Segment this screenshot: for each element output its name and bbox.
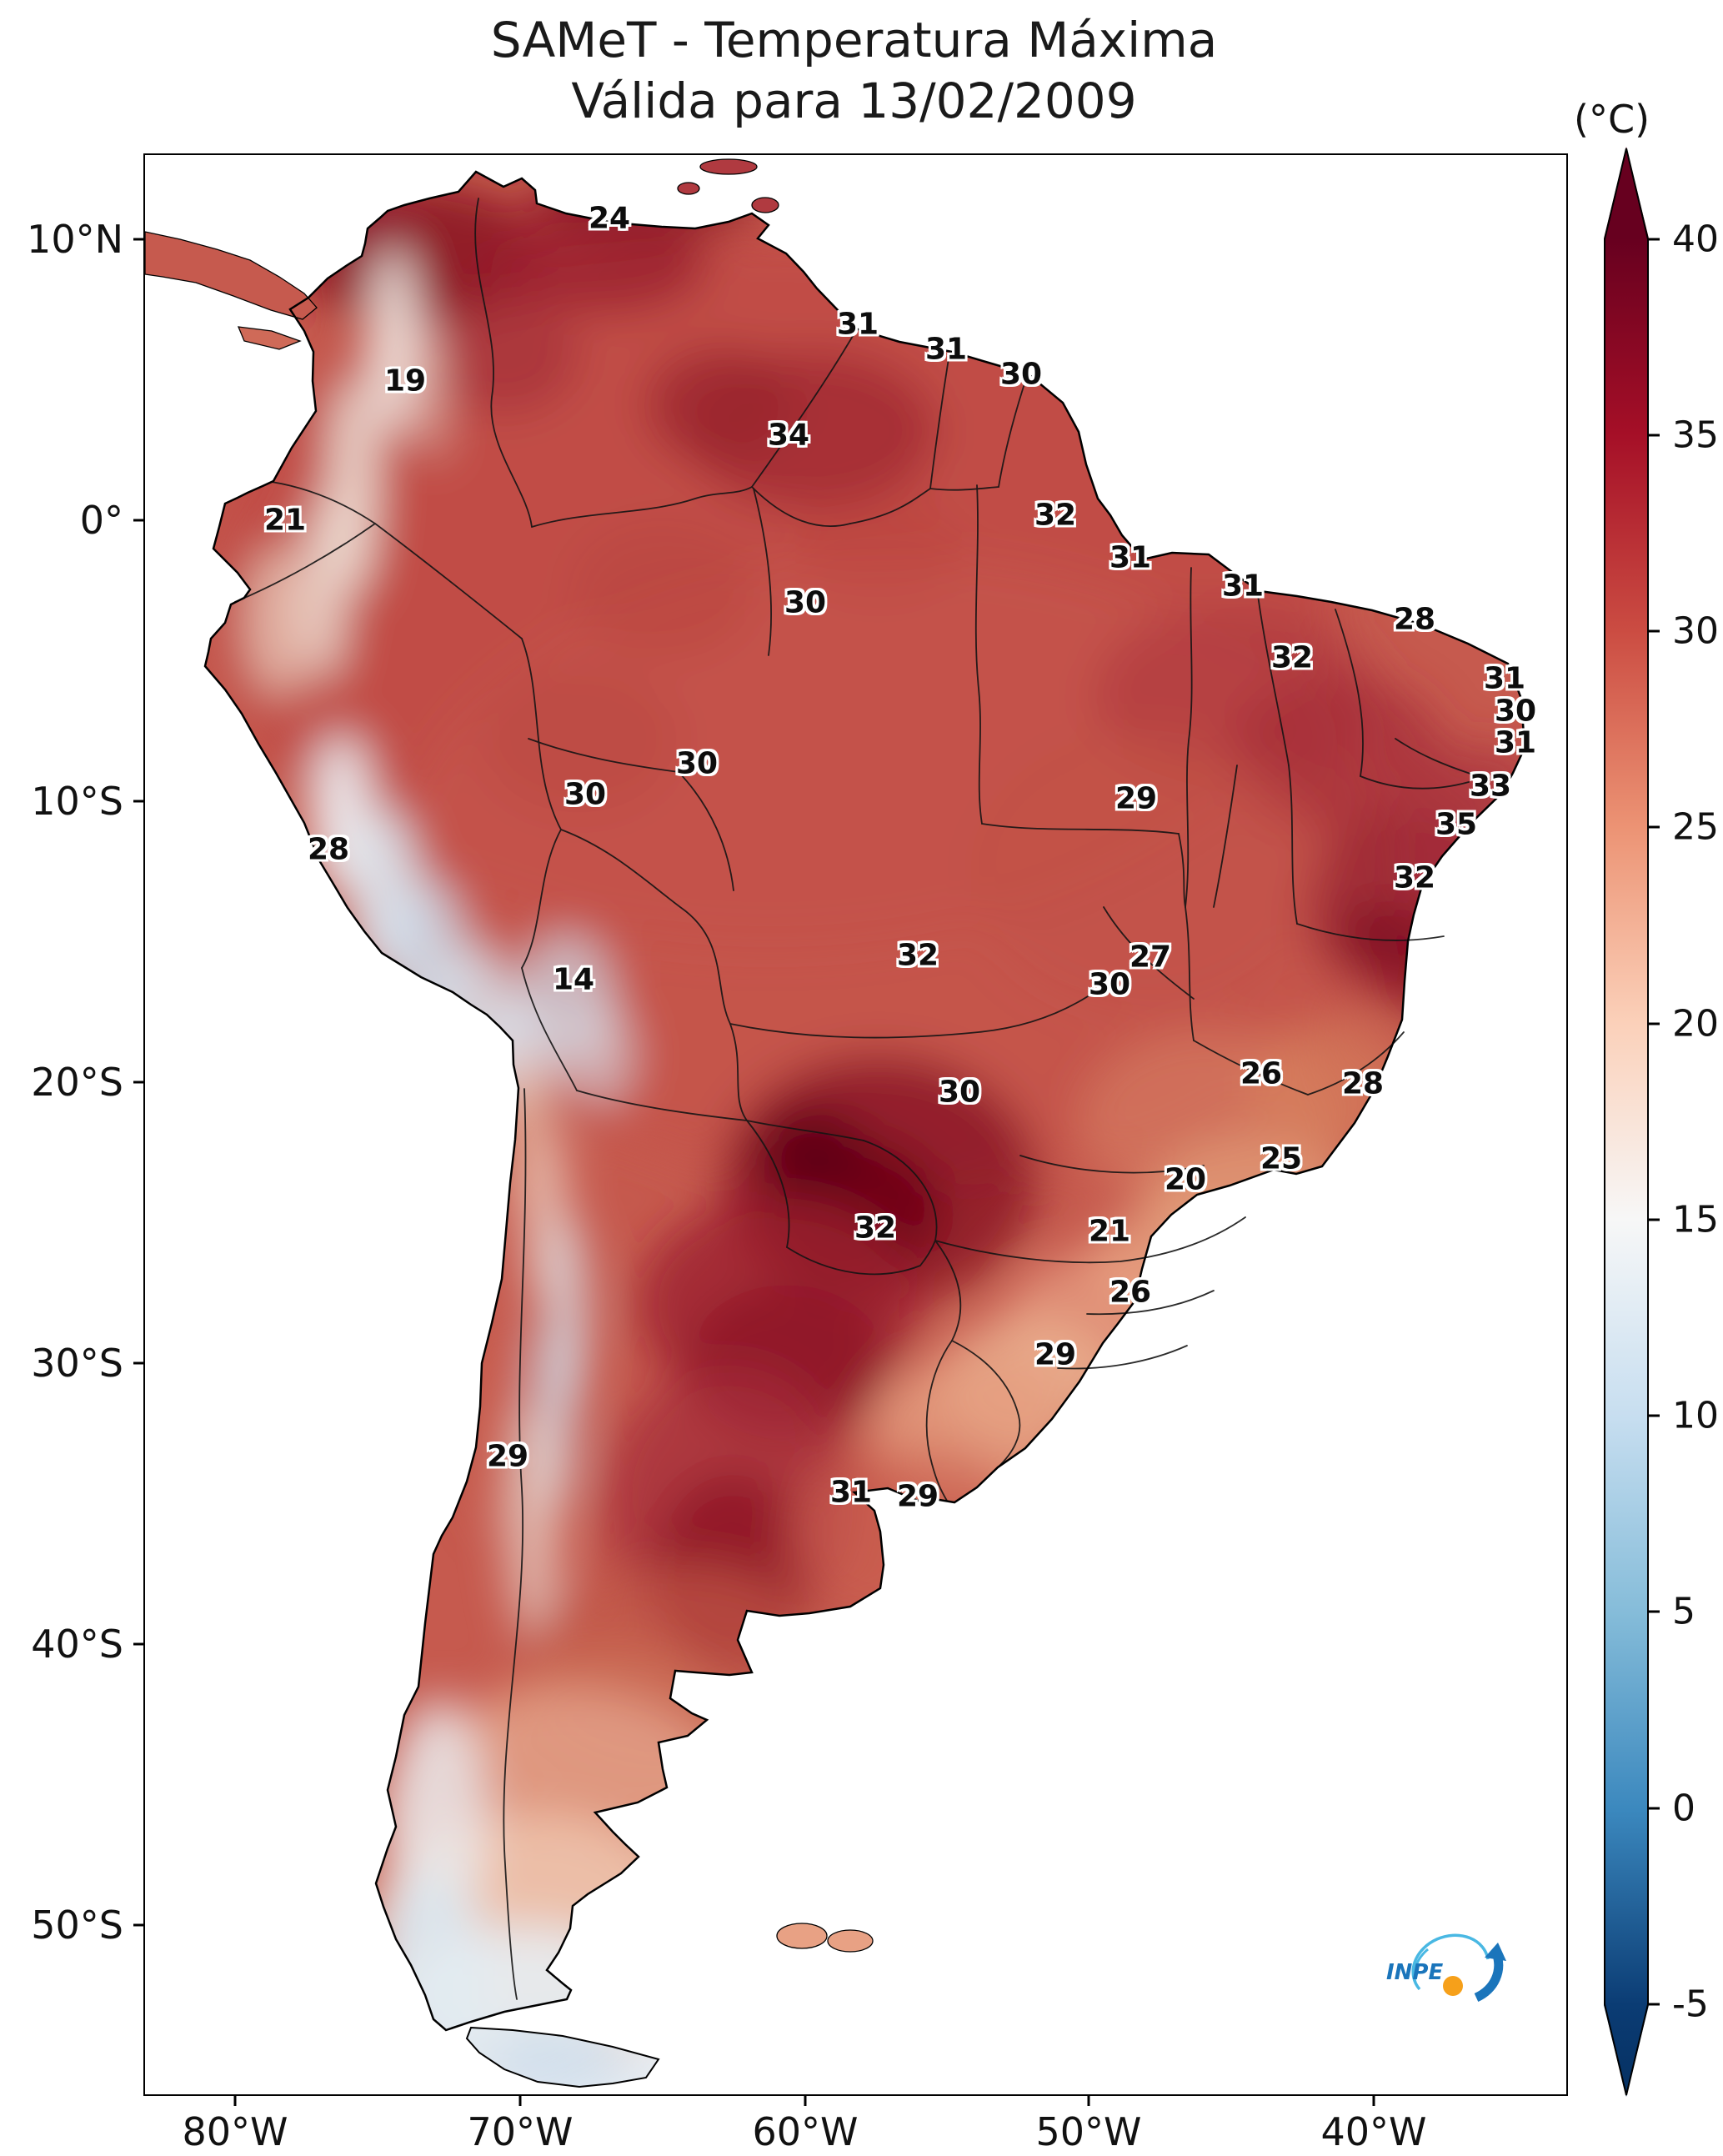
- y-axis-tick-mark: [133, 1923, 145, 1927]
- x-axis-tick-label: 40°W: [1320, 2109, 1427, 2154]
- y-axis-tick-label: 40°S: [31, 1622, 123, 1667]
- plot-title: SAMeT - Temperatura Máxima Válida para 1…: [143, 10, 1565, 132]
- y-axis-tick-label: 0°: [79, 498, 123, 543]
- colorbar-tick-label: -5: [1672, 1983, 1709, 2026]
- y-axis-tick-label: 10°N: [27, 217, 123, 262]
- inpe-logo: INPE: [1386, 1933, 1506, 2003]
- y-axis-tick-mark: [133, 1361, 145, 1365]
- colorbar-tick-mark: [1649, 1610, 1660, 1613]
- colorbar-tick-label: 40: [1672, 218, 1719, 261]
- y-axis-tick-mark: [133, 800, 145, 803]
- x-axis-tick-label: 50°W: [1035, 2109, 1142, 2154]
- colorbar-tick-mark: [1649, 434, 1660, 437]
- colorbar-tick-label: 5: [1672, 1590, 1695, 1633]
- x-axis-tick-mark: [1087, 2094, 1090, 2106]
- map-plot-area: INPE 24 19 31 31 30 34 21 32 31 30 31 28 32 31 30 31 30 3…: [27, 153, 1568, 2154]
- colorbar-tick-label: 15: [1672, 1198, 1719, 1241]
- colorbar-tick-mark: [1649, 2003, 1660, 2006]
- colorbar-tick-mark: [1649, 238, 1660, 241]
- x-axis-tick-mark: [1372, 2094, 1375, 2106]
- colorbar-tick-mark: [1649, 1414, 1660, 1417]
- temperature-field: [205, 172, 1525, 2087]
- colorbar: 40 35 30 25 20 15 10 5 0 -5: [1604, 147, 1719, 2097]
- colorbar-tick-mark: [1649, 1218, 1660, 1221]
- colorbar-tick-mark: [1649, 1022, 1660, 1025]
- y-axis-tick-mark: [133, 519, 145, 522]
- colorbar-unit-label: (°C): [1574, 97, 1650, 142]
- colorbar-tick-label: 25: [1672, 805, 1719, 849]
- x-axis-tick-label: 70°W: [467, 2109, 573, 2154]
- colorbar-tick-mark: [1649, 629, 1660, 633]
- colorbar-gradient: [1604, 147, 1649, 2097]
- y-axis-tick-mark: [133, 1081, 145, 1084]
- title-line-2: Válida para 13/02/2009: [571, 73, 1137, 130]
- colorbar-tick-label: 20: [1672, 1002, 1719, 1045]
- colorbar-tick-mark: [1649, 1807, 1660, 1810]
- islands: [145, 158, 874, 1953]
- svg-text:INPE: INPE: [1386, 1960, 1443, 1985]
- colorbar-outline: [1604, 148, 1649, 2096]
- colorbar-tick-mark: [1649, 825, 1660, 829]
- south-america-map: INPE: [145, 158, 1526, 2088]
- title-line-1: SAMeT - Temperatura Máxima: [490, 12, 1218, 68]
- x-axis-tick-mark: [518, 2094, 522, 2106]
- x-axis-tick-mark: [804, 2094, 807, 2106]
- x-axis-tick-mark: [233, 2094, 237, 2106]
- y-axis-tick-label: 50°S: [31, 1903, 123, 1948]
- x-axis-tick-label: 60°W: [752, 2109, 859, 2154]
- colorbar-tick-label: 35: [1672, 414, 1719, 457]
- y-axis-tick-label: 10°S: [31, 779, 123, 824]
- colorbar-tick-label: 30: [1672, 609, 1719, 653]
- colorbar-tick-label: 10: [1672, 1394, 1719, 1437]
- country-borders: [234, 198, 1471, 2000]
- y-axis-tick-label: 30°S: [31, 1341, 123, 1386]
- y-axis-tick-label: 20°S: [31, 1060, 123, 1105]
- colorbar-tick-label: 0: [1672, 1787, 1695, 1830]
- y-axis-tick-mark: [133, 1642, 145, 1646]
- y-axis-tick-mark: [133, 238, 145, 241]
- x-axis-tick-label: 80°W: [182, 2109, 288, 2154]
